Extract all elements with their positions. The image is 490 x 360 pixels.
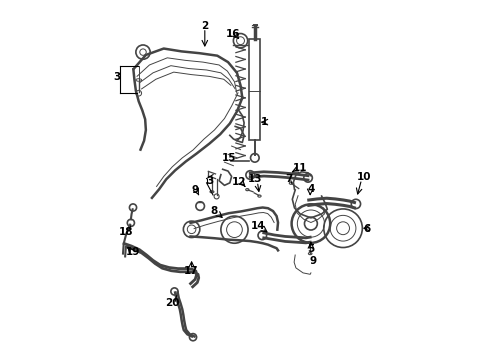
Text: 13: 13 [248, 174, 263, 184]
Text: 1: 1 [261, 117, 268, 127]
Text: 8: 8 [210, 206, 218, 216]
Text: 17: 17 [184, 266, 199, 276]
Text: 15: 15 [221, 153, 236, 163]
Text: 14: 14 [251, 221, 266, 231]
Text: 20: 20 [166, 298, 180, 308]
Text: 7: 7 [285, 174, 293, 184]
Text: 18: 18 [119, 227, 133, 237]
Bar [249, 39, 260, 140]
Text: 11: 11 [293, 163, 307, 173]
Text: 16: 16 [226, 28, 241, 39]
Text: 3: 3 [113, 72, 120, 82]
Text: 3: 3 [206, 176, 213, 186]
Text: 12: 12 [232, 177, 246, 187]
Text: 5: 5 [307, 244, 315, 253]
Text: 10: 10 [357, 172, 371, 182]
Text: 6: 6 [364, 224, 371, 234]
Text: 4: 4 [307, 184, 315, 194]
Text: 9: 9 [192, 185, 199, 195]
Text: 9: 9 [310, 256, 317, 266]
Text: 2: 2 [201, 21, 208, 31]
Text: 19: 19 [126, 247, 141, 257]
